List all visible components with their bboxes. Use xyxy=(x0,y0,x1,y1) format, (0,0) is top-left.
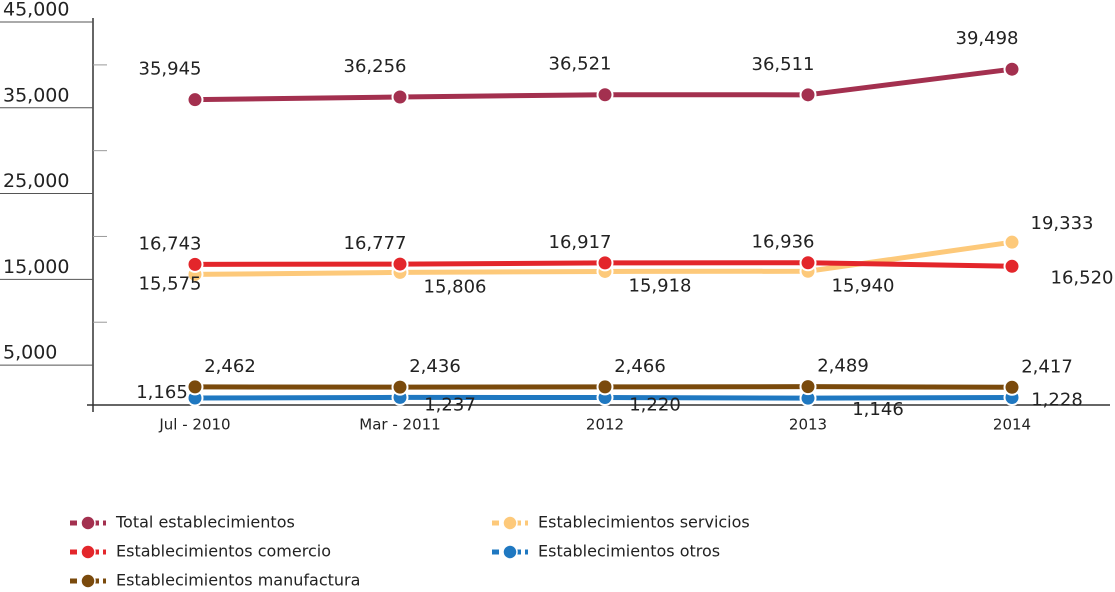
data-point xyxy=(186,378,204,396)
value-label: 1,237 xyxy=(424,394,476,415)
data-point xyxy=(186,91,204,109)
value-label: 1,165 xyxy=(136,382,188,403)
value-label: 39,498 xyxy=(956,28,1019,49)
value-label: 19,333 xyxy=(1031,213,1094,234)
value-label: 16,520 xyxy=(1051,267,1114,288)
x-tick-label: 2014 xyxy=(993,416,1031,434)
x-tick-label: Mar - 2011 xyxy=(359,416,440,434)
legend-swatch-dot xyxy=(502,544,518,560)
value-label: 2,436 xyxy=(409,356,461,377)
data-point xyxy=(596,86,614,104)
data-point xyxy=(1003,378,1021,396)
legend-swatch-dot xyxy=(80,573,96,589)
data-point xyxy=(799,378,817,396)
data-point xyxy=(391,88,409,106)
value-label: 35,945 xyxy=(139,59,202,80)
y-tick-label: 5,000 xyxy=(3,342,57,364)
data-point xyxy=(596,254,614,272)
data-point xyxy=(799,86,817,104)
data-point xyxy=(391,255,409,273)
value-label: 15,575 xyxy=(139,273,202,294)
value-label: 16,917 xyxy=(549,232,612,253)
data-point xyxy=(799,254,817,272)
legend-label: Establecimientos otros xyxy=(538,542,720,561)
value-label: 2,462 xyxy=(204,356,256,377)
value-label: 16,936 xyxy=(752,232,815,253)
legend-label: Establecimientos comercio xyxy=(116,542,331,561)
value-label: 15,806 xyxy=(424,276,487,297)
value-label: 1,228 xyxy=(1031,389,1083,410)
data-point xyxy=(391,378,409,396)
y-tick-label: 45,000 xyxy=(3,0,69,21)
y-tick-label: 35,000 xyxy=(3,84,69,106)
legend-swatch-dot xyxy=(80,515,96,531)
y-tick-label: 25,000 xyxy=(3,170,69,192)
value-label: 36,256 xyxy=(344,56,407,77)
value-label: 36,521 xyxy=(549,54,612,75)
value-label: 15,940 xyxy=(832,275,895,296)
legend-label: Establecimientos servicios xyxy=(538,513,750,532)
data-point xyxy=(596,378,614,396)
x-tick-label: 2013 xyxy=(789,416,827,434)
legend-label: Establecimientos manufactura xyxy=(116,571,360,590)
legend-swatch-dot xyxy=(502,515,518,531)
value-label: 15,918 xyxy=(629,275,692,296)
data-point xyxy=(186,255,204,273)
value-label: 36,511 xyxy=(752,54,815,75)
legend-swatch-dot xyxy=(80,544,96,560)
data-point xyxy=(1003,233,1021,251)
data-point xyxy=(1003,257,1021,275)
x-tick-label: Jul - 2010 xyxy=(158,416,230,434)
value-label: 2,466 xyxy=(614,356,666,377)
value-label: 1,146 xyxy=(852,399,904,420)
value-label: 1,220 xyxy=(629,395,681,416)
value-label: 16,743 xyxy=(139,233,202,254)
data-point xyxy=(1003,60,1021,78)
legend-label: Total establecimientos xyxy=(115,513,295,532)
x-tick-label: 2012 xyxy=(586,416,624,434)
y-tick-label: 15,000 xyxy=(3,256,69,278)
value-label: 2,489 xyxy=(817,356,869,377)
value-label: 16,777 xyxy=(344,233,407,254)
value-label: 2,417 xyxy=(1021,356,1073,377)
